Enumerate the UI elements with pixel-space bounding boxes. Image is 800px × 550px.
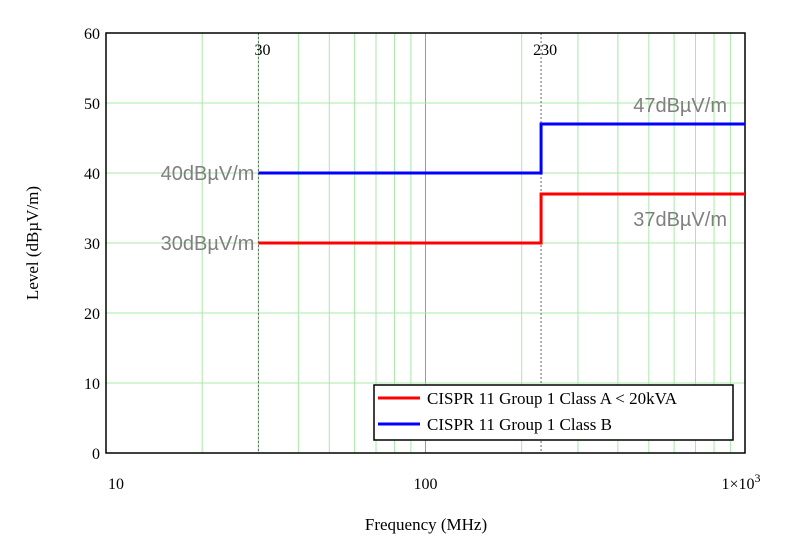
x-tick-label: 100 (414, 476, 438, 493)
series-line (258, 192, 745, 245)
limit-annotation: 30dBµV/m (161, 233, 255, 255)
limit-annotation: 47dBµV/m (633, 95, 727, 117)
x-tick-label: 1×103 (721, 471, 760, 493)
y-axis-label: Level (dBµV/m) (23, 186, 42, 300)
marker-label: 30 (254, 42, 270, 59)
legend-label: CISPR 11 Group 1 Class B (427, 415, 612, 434)
x-axis-label: Frequency (MHz) (365, 515, 487, 534)
limit-annotation: 40dBµV/m (161, 163, 255, 185)
legend-label: CISPR 11 Group 1 Class A < 20kVA (427, 389, 678, 408)
y-tick-label: 20 (84, 306, 100, 323)
y-tick-label: 40 (84, 166, 100, 183)
y-tick-label: 60 (84, 26, 100, 43)
y-tick-label: 10 (84, 376, 100, 393)
x-tick-exponent: 3 (755, 471, 761, 485)
y-tick-label: 50 (84, 96, 100, 113)
y-tick-label: 30 (84, 236, 100, 253)
series-line (258, 122, 745, 175)
y-tick-label: 0 (92, 446, 100, 463)
marker-label: 230 (533, 42, 557, 59)
legend-box (373, 384, 734, 441)
limit-annotation: 37dBµV/m (633, 209, 727, 231)
x-tick-label: 10 (108, 476, 124, 493)
plot-frame (105, 32, 746, 454)
